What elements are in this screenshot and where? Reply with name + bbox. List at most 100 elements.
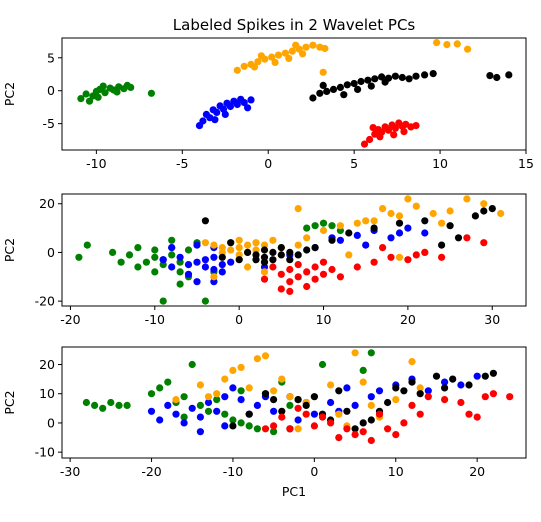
scatter-point [441,378,449,386]
scatter-point [335,387,343,395]
scatter-point [277,251,285,259]
scatter-point [359,366,367,374]
scatter-point [156,416,164,424]
scatter-point [367,416,375,424]
scatter-point [438,241,446,249]
y-tick-label: -20 [35,294,55,309]
scatter-point [421,229,429,237]
scatter-point [250,63,259,71]
scatter-point [218,253,226,261]
scatter-point [227,258,235,266]
scatter-point [387,234,395,242]
scatter-point [184,261,193,269]
scatter-point [294,404,302,412]
scatter-point [85,97,94,105]
x-tick-label: 30 [484,312,500,327]
scatter-point [391,72,399,80]
scatter-point [302,43,310,51]
scatter-point [188,360,196,369]
scatter-point [221,110,229,118]
scatter-point [336,222,344,230]
scatter-point [319,219,328,227]
scatter-point [199,117,207,125]
scatter-point [196,413,204,421]
scatter-point [404,256,412,264]
scatter-point [303,246,311,254]
scatter-point [416,384,424,392]
scatter-point [252,256,260,264]
scatter-point [311,222,319,230]
y-tick-label: 0 [47,83,55,98]
scatter-point [310,393,318,401]
scatter-point [381,78,389,86]
x-tick-label: 0 [235,312,243,327]
scatter-point [303,224,311,232]
scatter-point [318,413,327,421]
scatter-point [345,251,353,259]
scatter-point [412,122,420,130]
scatter-point [343,81,351,89]
scatter-point [83,241,91,249]
scatter-point [168,236,176,244]
scatter-point [176,280,184,288]
scatter-point [261,352,270,360]
scatter-point [412,202,420,210]
scatter-point [390,131,398,139]
scatter-point [113,88,121,96]
scatter-point [218,261,226,269]
scatter-point [245,410,253,418]
scatter-point [278,407,286,415]
scatter-point [294,205,302,213]
scatter-point [286,425,294,433]
scatter-point [147,390,156,398]
x-tick-label: -10 [223,464,243,479]
scatter-point [311,244,319,252]
scatter-point [384,126,393,134]
scatter-point [457,398,465,407]
scatter-point [400,387,408,395]
scatter-point [446,207,454,215]
scatter-point [253,401,261,409]
scatter-point [184,246,193,254]
scatter-points [77,39,513,148]
scatter-point [213,396,221,404]
scatter-point [235,244,243,252]
subplots-group: -10 -5 0 5 10 15 -5 0 5 PC2 -20 -10 0 10 20 30 -20 0 20 PC2… [2,37,534,499]
scatter-point [204,407,213,415]
series-green [77,81,155,105]
scatter-point [82,90,90,98]
scatter-point [260,258,269,266]
scatter-point [340,91,348,99]
scatter-point [357,77,365,86]
y-tick-label: 20 [39,196,55,211]
scatter-point [221,410,229,418]
scatter-point [463,234,471,242]
y-tick-label: 0 [47,415,55,430]
scatter-point [465,381,473,389]
scatter-point [310,422,318,430]
scatter-point [294,396,302,404]
scatter-point [433,39,441,47]
scatter-point [75,253,83,261]
scatter-point [311,263,319,271]
scatter-point [127,83,135,91]
x-tick-label: 20 [469,464,485,479]
scatter-point [446,222,454,230]
series-blue [159,224,429,286]
scatter-point [464,45,472,53]
scatter-point [159,297,167,305]
scatter-point [370,258,378,266]
scatter-point [168,251,176,259]
scatter-point [471,212,479,220]
scatter-point [395,253,404,261]
subplot-1: -10 -5 0 5 10 15 -5 0 5 PC2 [2,37,534,171]
scatter-point [240,99,248,107]
x-tick-label: -10 [86,156,106,171]
scatter-point [201,297,209,305]
scatter-point [82,398,90,407]
x-tick-label: -30 [60,464,80,479]
scatter-point [336,83,344,91]
scatter-point [184,270,193,278]
scatter-point [292,41,300,49]
scatter-point [277,270,285,278]
